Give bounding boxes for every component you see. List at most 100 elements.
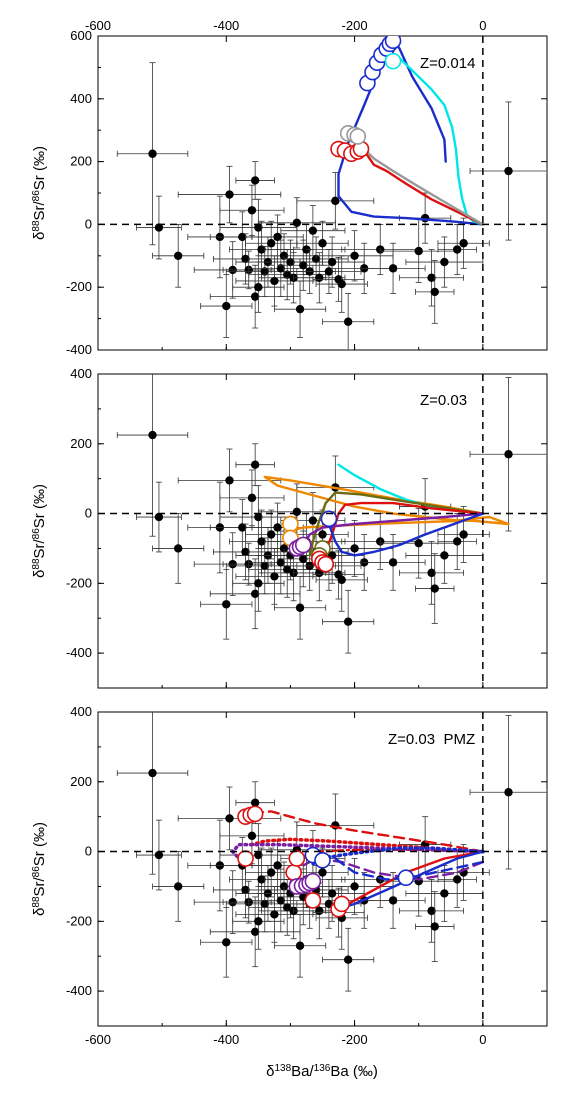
observation-point [266,530,276,539]
observation-point [292,507,302,517]
observation-point [283,565,292,574]
panel-top: -400 -200 0 200 400 600 Z=0.014 δ88Sr/86Sr (‰… [31,28,548,357]
axes-layer: -400 -200 0 200 400 [66,704,548,1027]
observation-point [295,603,305,612]
observation-point [388,896,398,905]
observation-point [331,196,340,206]
model-marker [320,510,338,528]
y-tick-label: -200 [66,913,92,928]
model-marker [282,515,299,533]
observation-point [148,149,157,158]
observation-point [453,537,462,546]
observation-point [273,861,282,870]
observation-point [154,223,164,232]
observation-point [273,523,282,532]
observation-point [270,572,279,581]
observation-point [350,544,359,553]
model-curve [263,475,510,554]
observation-point [430,922,439,931]
y-tick-label: -200 [66,575,92,590]
observation-point [343,955,353,964]
observation-point [250,927,260,936]
x-axis-label: δ138Ba/136Ba (‰) [266,1063,378,1081]
observation-point [295,304,305,314]
observation-point [254,283,263,292]
observation-point [247,493,257,503]
y-tick-label: 400 [70,366,92,381]
observation-point [283,270,292,279]
observation-point [266,239,276,248]
top-x-tick-labels: -600 -400 -200 0 [85,18,486,33]
observation-point [273,232,282,242]
observation-point [250,798,260,807]
observation-point [254,579,263,588]
observation-point [254,223,263,232]
observation-point [279,882,289,891]
model-curve [356,132,485,226]
observation-point [327,257,337,267]
model-marker [384,52,402,70]
y-tick-label: 0 [85,506,92,521]
observation-point [318,868,327,877]
observation-point [350,251,359,260]
observation-point [270,910,279,919]
observation-point [173,544,183,553]
panel-bottom: -400 -200 0 200 400 Z=0.03 PMZ δ88Sr/86Sr (‰… [31,704,548,1027]
observation-point [453,875,462,884]
observation-point [504,450,513,459]
observation-point [260,561,269,571]
plot-frame [97,373,548,689]
observation-point [241,885,250,895]
model-layer [230,805,485,918]
observation-point [504,788,513,797]
observation-point [257,245,266,254]
axes-layer: -400 -200 0 200 400 [66,366,548,689]
observation-point [247,206,257,215]
observation-point [257,875,266,884]
observation-point [343,317,353,326]
observation-point [324,267,334,276]
observation-point [254,512,263,522]
observation-point [388,558,398,567]
y-tick-label: -400 [66,645,92,660]
observation-point [241,547,250,557]
observation-point [260,267,269,276]
observation-point [154,512,164,522]
y-tick-label: 200 [70,774,92,789]
observation-point [504,166,513,176]
y-tick-label: 200 [70,436,92,451]
observation-point [337,575,346,585]
top-x-tick-label: -400 [213,18,239,33]
bottom-x-tick-label: -400 [213,1032,239,1047]
model-marker [314,851,331,869]
observation-point [270,276,279,286]
y-tick-label: -400 [66,342,92,357]
panel-annotation: Z=0.03 PMZ [388,731,475,748]
model-marker [397,869,415,887]
y-tick-label: -200 [66,279,92,294]
axes-layer: -400 -200 0 200 400 600 [66,28,548,357]
observation-point [318,239,327,248]
observation-point [154,850,164,860]
observation-point [254,917,263,926]
model-layer [330,36,485,226]
observation-point [308,226,318,235]
observation-point [250,292,260,301]
observation-point [225,476,234,485]
model-marker [294,536,312,554]
observation-point [250,176,260,185]
observation-point [350,882,359,891]
panel-annotation: Z=0.014 [420,55,475,72]
observation-point [238,523,247,532]
observation-point [238,232,247,242]
model-curve [308,491,485,557]
model-layer [263,463,510,573]
observation-point [250,460,260,469]
model-curve [337,37,485,226]
model-marker [304,892,322,909]
observation-point [279,251,289,260]
top-x-tick-label: -600 [85,18,111,33]
y-axis-label: δ88Sr/86Sr (‰) [31,484,49,578]
bottom-x-tick-labels: -600 -400 -200 0 [85,1032,486,1047]
